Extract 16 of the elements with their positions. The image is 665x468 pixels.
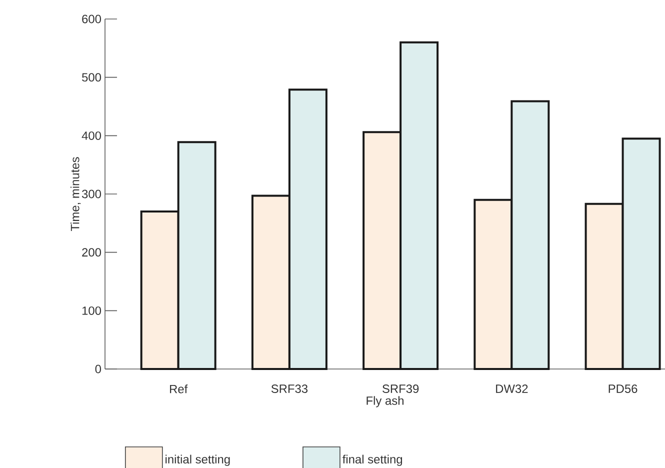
y-tick-label: 0 [95, 364, 102, 374]
y-axis-title: Time, minutes [70, 157, 81, 232]
x-tick-label: Ref [170, 384, 188, 394]
x-axis-title: Fly ash [366, 396, 404, 408]
y-tick-label: 300 [82, 190, 102, 198]
legend-label: final setting [342, 454, 402, 466]
y-tick-label: 200 [82, 248, 102, 257]
x-tick-label: SRF39 [382, 384, 419, 393]
x-tick-label: PD56 [608, 384, 638, 393]
legend-label: initial setting [166, 454, 230, 466]
y-tick-label: 400 [82, 131, 102, 140]
x-tick-label: SRF33 [271, 384, 308, 393]
y-tick-label: 100 [82, 306, 102, 315]
y-tick-label: 500 [82, 73, 102, 82]
x-tick-label: DW32 [496, 384, 528, 393]
y-tick-label: 600 [82, 14, 102, 24]
